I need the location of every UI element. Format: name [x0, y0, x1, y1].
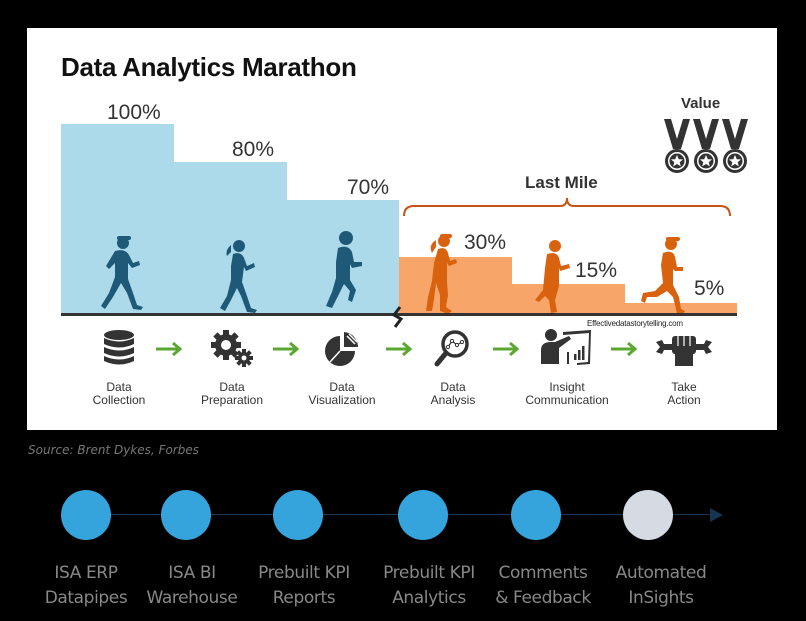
stage-data-analysis: Data Analysis — [398, 328, 508, 407]
presenter-icon — [541, 329, 591, 365]
timeline-arrowhead-icon — [710, 508, 723, 522]
timeline-label: Automated InSights — [615, 563, 707, 608]
value-label-5: 5% — [694, 277, 725, 300]
step-bar-data-analysis — [399, 257, 512, 313]
value-label-15: 15% — [575, 259, 618, 282]
last-mile-bracket — [403, 197, 731, 217]
baseline — [61, 313, 737, 316]
stage-label: Take Action — [667, 380, 701, 407]
step-bar-insight-communication — [512, 284, 625, 313]
stage-label: Insight Communication — [525, 380, 609, 407]
runner-icon — [426, 234, 457, 314]
database-icon — [104, 330, 134, 365]
stage-take-action: Take Action — [629, 328, 739, 407]
arrow-right-icon — [386, 341, 413, 357]
stage-data-preparation: Data Preparation — [177, 328, 287, 407]
source-caption: Source: Brent Dykes, Forbes — [28, 443, 199, 457]
runner-icon — [535, 240, 570, 313]
pie-chart-icon — [325, 332, 359, 366]
last-mile-label: Last Mile — [525, 173, 598, 192]
magnifier-icon — [434, 330, 469, 367]
stage-label: Data Visualization — [308, 380, 376, 407]
value-label-70: 70% — [347, 176, 390, 199]
arrow-right-icon — [273, 341, 300, 357]
timeline-node-prebuilt-kpi-analytics — [398, 490, 448, 540]
stage-insight-communication: Insight Communication — [512, 328, 622, 407]
timeline-label: Prebuilt KPI Analytics — [383, 563, 475, 608]
fist-wrench-icon — [656, 336, 712, 366]
credit-text: Effectivedatastorytelling.com — [587, 319, 683, 328]
timeline-label: ISA ERP Datapipes — [44, 563, 128, 608]
figure-title: Data Analytics Marathon — [61, 52, 357, 82]
value-label-80: 80% — [232, 138, 275, 161]
timeline-node-comments-feedback — [511, 490, 561, 540]
step-bar-take-action — [625, 303, 737, 313]
timeline-node-automated-insights — [623, 490, 673, 540]
runner-icon — [220, 240, 257, 313]
stage-label: Data Analysis — [430, 380, 476, 407]
stage-label: Data Collection — [92, 380, 146, 407]
stage-data-collection: Data Collection — [64, 328, 174, 407]
value-label-100: 100% — [107, 101, 161, 124]
medal-icon — [664, 119, 748, 173]
runner-icon — [641, 237, 685, 314]
arrow-right-icon — [611, 341, 638, 357]
timeline-label: Comments & Feedback — [495, 563, 591, 608]
timeline-node-isa-bi-warehouse — [161, 490, 211, 540]
runner-icon — [326, 231, 362, 308]
runner-icon — [101, 236, 143, 310]
stage-data-visualization: Data Visualization — [287, 328, 397, 407]
arrow-right-icon — [156, 341, 183, 357]
stage-label: Data Preparation — [200, 380, 264, 407]
timeline-label: ISA BI Warehouse — [146, 563, 238, 608]
timeline-node-prebuilt-kpi-reports — [273, 490, 323, 540]
arrow-right-icon — [493, 341, 520, 357]
gears-icon — [211, 330, 253, 367]
timeline-label: Prebuilt KPI Reports — [258, 563, 350, 608]
timeline-node-isa-erp-datapipes — [61, 490, 111, 540]
value-label-30: 30% — [464, 231, 507, 254]
axis-break-icon — [391, 306, 404, 328]
value-label: Value — [681, 95, 721, 112]
marathon-figure: Data Analytics Marathon 100% 80% 70% 30%… — [27, 28, 777, 430]
